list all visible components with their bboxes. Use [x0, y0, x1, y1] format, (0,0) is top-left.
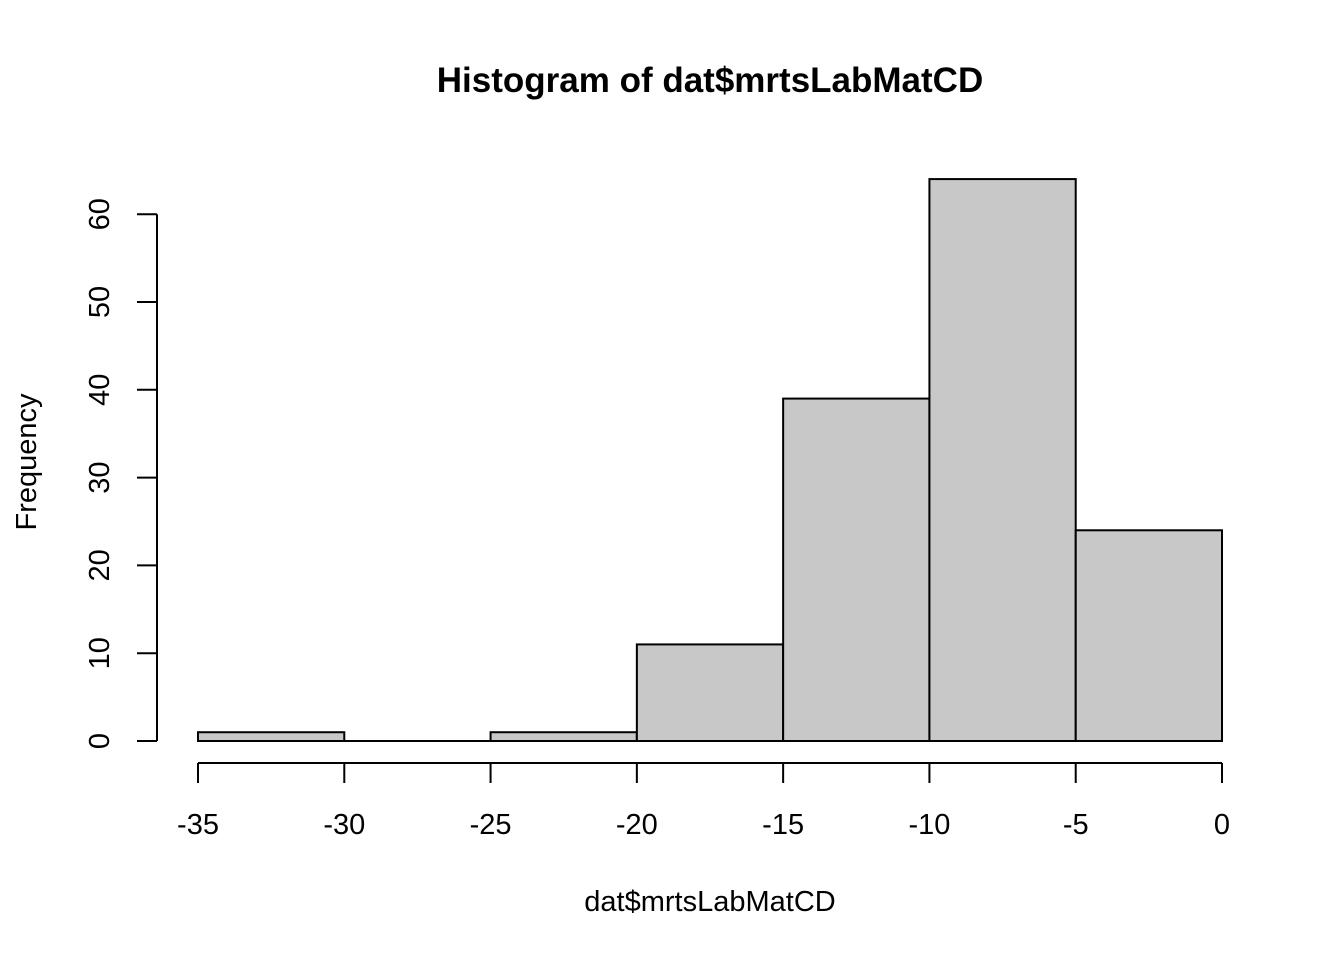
histogram-bar-4	[782, 397, 931, 742]
x-tick-label: 0	[1214, 809, 1230, 841]
x-tick-label: -35	[177, 809, 219, 841]
x-axis: -35 -30 -25 -20 -15 -10 -5 0	[177, 762, 1230, 841]
x-axis-label: dat$mrtsLabMatCD	[584, 886, 835, 918]
histogram-bar-3	[635, 643, 785, 742]
histogram-bar-2	[489, 731, 638, 742]
x-tick-label: -15	[762, 809, 804, 841]
y-tick-label: 40	[84, 374, 116, 406]
bars-group	[197, 178, 1223, 743]
x-tick-label: -20	[616, 809, 658, 841]
y-axis-label: Frequency	[11, 393, 43, 531]
x-tick-label: -10	[908, 809, 950, 841]
y-tick-label: 30	[84, 461, 116, 493]
x-tick-label: -30	[323, 809, 365, 841]
histogram-bar-0	[197, 731, 346, 742]
y-tick-label: 50	[84, 286, 116, 318]
x-tick-label: -25	[470, 809, 512, 841]
chart-title: Histogram of dat$mrtsLabMatCD	[437, 61, 983, 100]
y-tick-label: 60	[84, 198, 116, 230]
y-tick-label: 10	[84, 637, 116, 669]
histogram-bar-6	[1074, 529, 1223, 743]
x-tick-label: -5	[1063, 809, 1089, 841]
y-tick-label: 20	[84, 549, 116, 581]
y-tick-label: 0	[84, 733, 116, 749]
histogram-bar-5	[928, 178, 1077, 742]
y-axis: 0 10 20 30 40 50 60	[84, 198, 158, 749]
